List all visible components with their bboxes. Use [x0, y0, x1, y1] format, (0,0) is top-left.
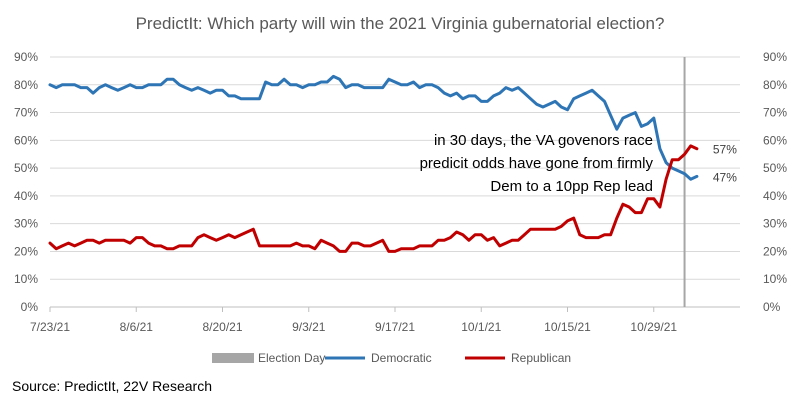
x-tick-label: 10/29/21: [630, 320, 677, 334]
chart-title: PredictIt: Which party will win the 2021…: [136, 14, 665, 33]
x-tick-label: 8/20/21: [202, 320, 242, 334]
end-label-republican: 57%: [713, 143, 737, 157]
legend-swatch-election-day: [212, 353, 254, 363]
y-tick-label-right: 10%: [763, 272, 787, 286]
annotation: in 30 days, the VA govenors race predicit…: [420, 132, 654, 195]
y-tick-label-right: 40%: [763, 189, 787, 203]
x-tick-label: 10/1/21: [461, 320, 501, 334]
y-axis-right: 0% 10% 20% 30% 40% 50% 60% 70% 80% 90%: [763, 50, 787, 314]
y-tick-label-left: 0%: [21, 300, 39, 314]
y-tick-label-left: 30%: [14, 217, 38, 231]
annotation-line: in 30 days, the VA govenors race: [434, 132, 653, 149]
series-line-democratic: [48, 74, 699, 181]
y-tick-label-left: 90%: [14, 50, 38, 64]
legend-label: Election Day: [258, 351, 325, 365]
y-tick-label-left: 20%: [14, 244, 38, 258]
y-tick-label-right: 80%: [763, 78, 787, 92]
y-tick-label-left: 80%: [14, 78, 38, 92]
source-note: Source: PredictIt, 22V Research: [12, 378, 212, 394]
annotation-line: Dem to a 10pp Rep lead: [490, 178, 653, 195]
legend-label: Democratic: [371, 351, 432, 365]
y-tick-label-right: 90%: [763, 50, 787, 64]
grid: [50, 56, 740, 280]
x-tick-label: 8/6/21: [120, 320, 154, 334]
x-tick-label: 7/23/21: [30, 320, 70, 334]
y-tick-label-right: 70%: [763, 106, 787, 120]
annotation-line: predicit odds have gone from firmly: [420, 155, 654, 172]
y-tick-label-right: 20%: [763, 244, 787, 258]
y-tick-label-right: 60%: [763, 133, 787, 147]
y-tick-label-right: 0%: [763, 300, 781, 314]
y-tick-label-left: 70%: [14, 106, 38, 120]
y-tick-label-left: 40%: [14, 189, 38, 203]
y-tick-label-right: 30%: [763, 217, 787, 231]
x-tick-label: 9/17/21: [375, 320, 415, 334]
y-tick-label-right: 50%: [763, 161, 787, 175]
y-tick-label-left: 10%: [14, 272, 38, 286]
end-label-democratic: 47%: [713, 170, 737, 184]
y-tick-label-left: 60%: [14, 133, 38, 147]
series-line-republican: [48, 144, 699, 253]
x-tick-label: 9/3/21: [292, 320, 326, 334]
legend-label: Republican: [511, 351, 571, 365]
x-axis: 7/23/21 8/6/21 8/20/21 9/3/21 9/17/21 10/1/21…: [30, 306, 740, 334]
y-axis-left: 0% 10% 20% 30% 40% 50% 60% 70% 80% 90%: [14, 50, 38, 314]
legend: Election Day Democratic Republican: [212, 351, 571, 365]
plot-area: 47% 57%: [48, 57, 737, 307]
x-tick-label: 10/15/21: [544, 320, 591, 334]
y-tick-label-left: 50%: [14, 161, 38, 175]
